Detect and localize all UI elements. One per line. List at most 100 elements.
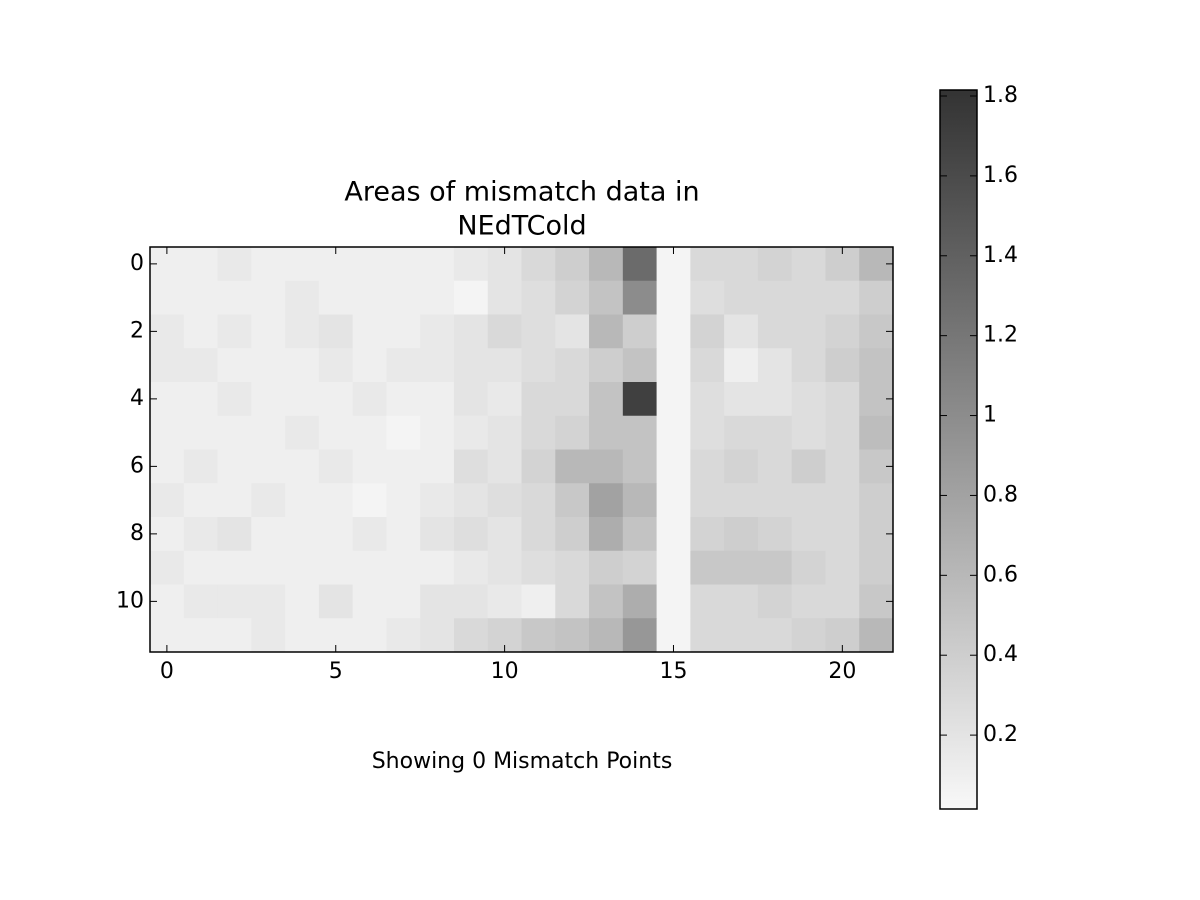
cell (622, 415, 658, 450)
cell (757, 415, 793, 450)
cell (251, 415, 286, 450)
cell (285, 483, 320, 518)
cell (217, 517, 252, 552)
cell (318, 550, 354, 585)
cell (521, 280, 556, 315)
cell (487, 584, 522, 619)
cell (487, 449, 522, 484)
cell (622, 449, 658, 484)
cell (791, 517, 826, 552)
cell (521, 550, 556, 585)
cell (690, 483, 725, 518)
cell (217, 449, 252, 484)
cell (352, 415, 387, 450)
cell (589, 382, 624, 417)
cell (724, 483, 759, 518)
cell (555, 449, 590, 484)
cell (386, 584, 421, 619)
cell (757, 483, 793, 518)
cell (690, 415, 725, 450)
cell (183, 483, 219, 518)
colorbar-tick-label: 0.6 (983, 562, 1018, 587)
y-tick-label: 2 (130, 318, 144, 343)
cell (453, 348, 489, 383)
cell (183, 382, 219, 417)
cell (555, 517, 590, 552)
cell (453, 618, 489, 653)
cell (622, 584, 658, 619)
cell (656, 382, 691, 417)
cell (724, 449, 759, 484)
cell (420, 348, 455, 383)
cell (622, 483, 658, 518)
cell (251, 449, 286, 484)
cell (555, 483, 590, 518)
cell (859, 415, 894, 450)
cell (285, 382, 320, 417)
cell (183, 517, 219, 552)
colorbar-tick-label: 1.2 (983, 323, 1018, 348)
cell (690, 247, 725, 282)
cell (352, 618, 387, 653)
x-tick-label: 15 (659, 659, 687, 684)
cell (622, 618, 658, 653)
cell (183, 314, 219, 349)
cell (690, 449, 725, 484)
cell (453, 247, 489, 282)
cell (825, 314, 860, 349)
cell (453, 314, 489, 349)
cell (251, 314, 286, 349)
cell (420, 517, 455, 552)
cell (285, 280, 320, 315)
cell (690, 348, 725, 383)
cell (724, 584, 759, 619)
cell (622, 517, 658, 552)
cell (757, 348, 793, 383)
cell (521, 382, 556, 417)
cell (791, 550, 826, 585)
cell (183, 618, 219, 653)
cell (420, 415, 455, 450)
heatmap (150, 247, 894, 653)
cell (757, 618, 793, 653)
cell (656, 584, 691, 619)
cell (150, 550, 185, 585)
cell (724, 550, 759, 585)
cell (791, 618, 826, 653)
cell (285, 584, 320, 619)
cell (825, 584, 860, 619)
y-tick-label: 0 (130, 251, 144, 276)
cell (589, 415, 624, 450)
cell (318, 348, 354, 383)
cell (352, 550, 387, 585)
cell (589, 483, 624, 518)
cell (352, 449, 387, 484)
cell (690, 550, 725, 585)
cell (791, 449, 826, 484)
cell (825, 517, 860, 552)
cell (352, 517, 387, 552)
cell (487, 550, 522, 585)
cell (183, 348, 219, 383)
cell (589, 247, 624, 282)
cell (521, 449, 556, 484)
cell (251, 584, 286, 619)
cell (589, 618, 624, 653)
cell (555, 314, 590, 349)
colorbar-tick-label: 0.8 (983, 482, 1018, 507)
cell (150, 483, 185, 518)
cell (386, 382, 421, 417)
cell (555, 550, 590, 585)
cell (217, 415, 252, 450)
cell (453, 517, 489, 552)
cell (352, 314, 387, 349)
cell (690, 584, 725, 619)
cell (791, 247, 826, 282)
cell (724, 280, 759, 315)
cell (217, 280, 252, 315)
cell (386, 280, 421, 315)
cell (487, 382, 522, 417)
cell (825, 348, 860, 383)
cell (420, 618, 455, 653)
cell (521, 618, 556, 653)
